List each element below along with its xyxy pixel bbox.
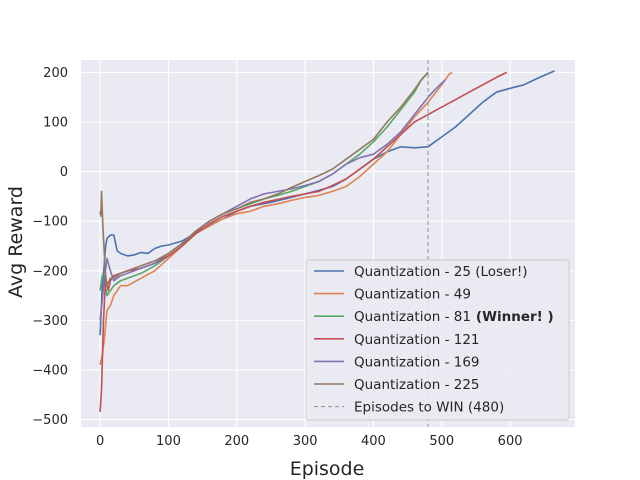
y-tick-label: −500 [32,413,68,428]
legend-label: Quantization - 81 (Winner! ) [354,309,554,325]
y-tick-label: 100 [43,115,68,130]
series-line [99,71,429,287]
x-tick-label: 400 [361,434,386,449]
x-tick-labels: 0 100 200 300 400 500 600 [96,434,523,449]
y-tick-labels: −500 −400 −300 −200 −100 0 100 200 [32,66,68,428]
x-tick-label: 0 [96,434,104,449]
legend-label: Quantization - 25 (Loser!) [354,264,528,280]
y-tick-label: 200 [43,66,68,81]
x-tick-label: 200 [224,434,249,449]
y-tick-label: −400 [32,363,68,378]
series-line [99,79,446,321]
y-tick-label: 0 [60,165,68,180]
legend: Quantization - 25 (Loser!) Quantization -… [305,259,570,421]
y-tick-label: −300 [32,314,68,329]
legend-label-emphasis: (Winner! ) [476,309,554,325]
legend-label: Quantization - 49 [354,287,471,303]
y-tick-label: −100 [32,215,68,230]
series-line [99,70,555,336]
series-lines [99,70,555,413]
series-line [99,71,508,413]
legend-label: Quantization - 121 [354,332,480,348]
y-axis-label: Avg Reward [5,186,27,298]
x-tick-label: 600 [498,434,523,449]
x-tick-label: 100 [156,434,181,449]
legend-label: Quantization - 169 [354,354,480,370]
x-axis-label: Episode [290,458,365,480]
legend-label: Episodes to WIN (480) [354,400,504,416]
y-tick-label: −200 [32,264,68,279]
series-line [99,71,453,366]
x-tick-label: 300 [293,434,318,449]
legend-box [305,259,570,421]
legend-label: Quantization - 225 [354,377,480,393]
x-tick-label: 500 [429,434,454,449]
